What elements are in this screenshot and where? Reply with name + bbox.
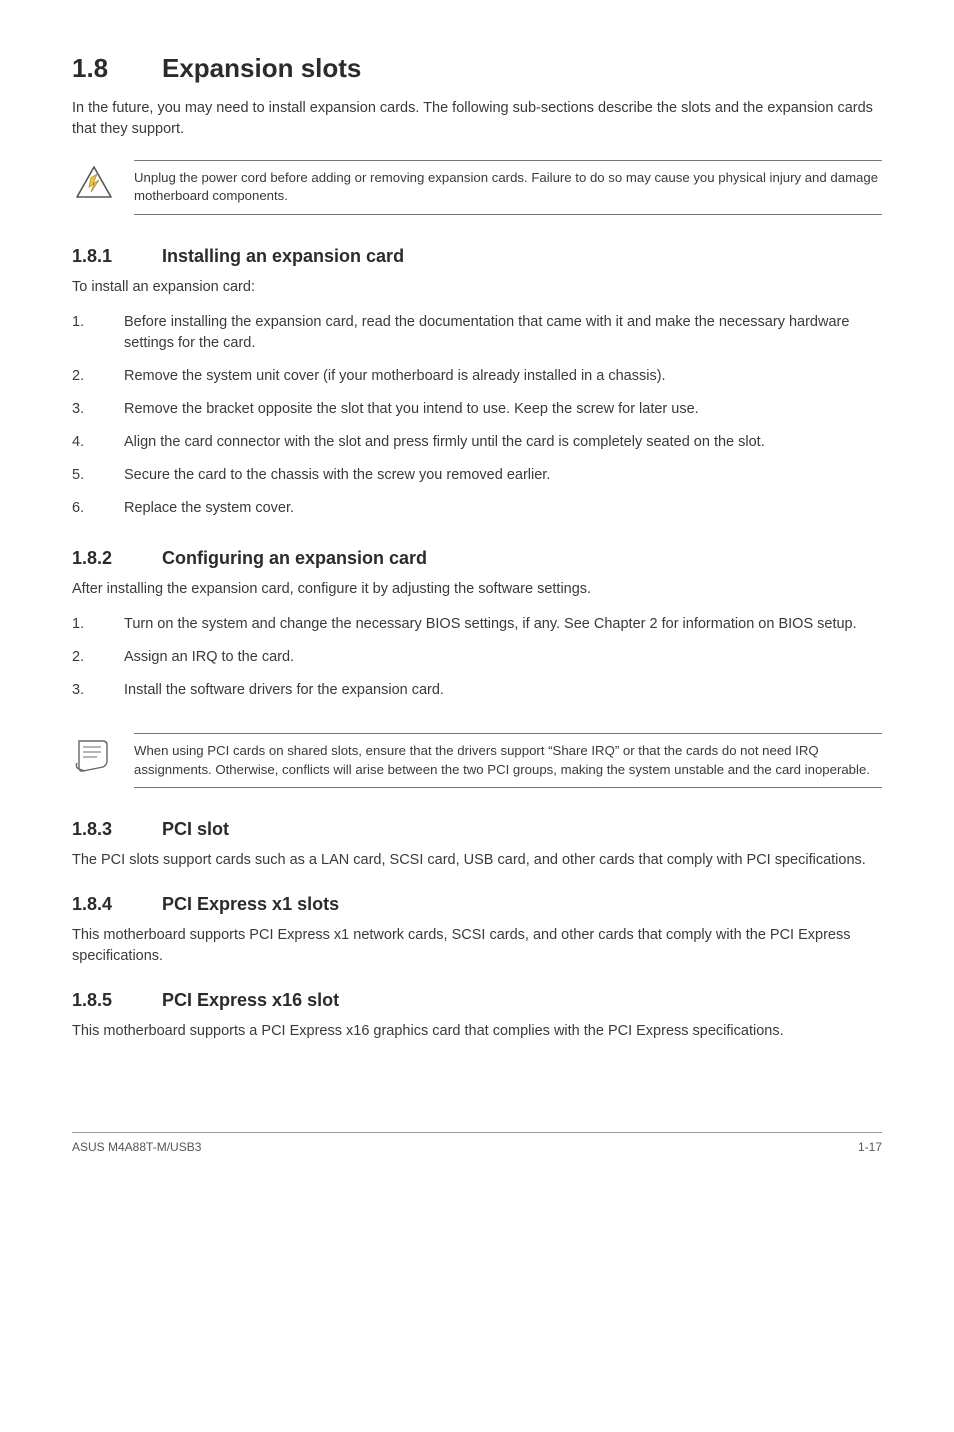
step-number: 2. (72, 647, 100, 668)
subheading-title: PCI Express x16 slot (162, 990, 339, 1010)
subheading: 1.8.1Installing an expansion card (72, 243, 882, 269)
step-text: Turn on the system and change the necess… (124, 614, 882, 635)
warning-text: Unplug the power cord before adding or r… (134, 160, 882, 215)
list-item: 1. Before installing the expansion card, … (72, 306, 882, 360)
list-item: 6. Replace the system cover. (72, 492, 882, 525)
footer-page-number: 1-17 (858, 1139, 882, 1156)
step-text: Secure the card to the chassis with the … (124, 465, 882, 486)
intro-text: In the future, you may need to install e… (72, 98, 882, 140)
subheading: 1.8.2Configuring an expansion card (72, 545, 882, 571)
section-1-8-1: 1.8.1Installing an expansion card To ins… (72, 243, 882, 525)
warning-callout: Unplug the power cord before adding or r… (72, 154, 882, 221)
steps-list: 1. Before installing the expansion card, … (72, 306, 882, 525)
subheading-number: 1.8.1 (72, 243, 162, 269)
list-item: 3. Remove the bracket opposite the slot t… (72, 393, 882, 426)
heading-title: Expansion slots (162, 53, 361, 83)
subheading-number: 1.8.5 (72, 987, 162, 1013)
warning-icon (72, 160, 116, 204)
list-item: 5. Secure the card to the chassis with th… (72, 459, 882, 492)
step-text: Before installing the expansion card, re… (124, 312, 882, 354)
step-number: 4. (72, 432, 100, 453)
step-text: Remove the bracket opposite the slot tha… (124, 399, 882, 420)
footer-product: ASUS M4A88T-M/USB3 (72, 1139, 201, 1156)
step-number: 5. (72, 465, 100, 486)
step-number: 3. (72, 399, 100, 420)
subheading-title: PCI slot (162, 819, 229, 839)
subheading-title: Installing an expansion card (162, 246, 404, 266)
subheading: 1.8.3PCI slot (72, 816, 882, 842)
list-item: 2. Assign an IRQ to the card. (72, 641, 882, 674)
step-text: Remove the system unit cover (if your mo… (124, 366, 882, 387)
body-text: This motherboard supports a PCI Express … (72, 1021, 882, 1042)
note-callout: When using PCI cards on shared slots, en… (72, 727, 882, 794)
note-text: When using PCI cards on shared slots, en… (134, 733, 882, 788)
list-item: 4. Align the card connector with the slot… (72, 426, 882, 459)
subheading: 1.8.5PCI Express x16 slot (72, 987, 882, 1013)
list-item: 3. Install the software drivers for the e… (72, 674, 882, 707)
body-text: The PCI slots support cards such as a LA… (72, 850, 882, 871)
page-footer: ASUS M4A88T-M/USB3 1-17 (72, 1132, 882, 1156)
body-text: This motherboard supports PCI Express x1… (72, 925, 882, 967)
step-number: 1. (72, 614, 100, 635)
section-1-8-4: 1.8.4PCI Express x1 slots This motherboa… (72, 891, 882, 967)
heading-number: 1.8 (72, 50, 162, 88)
section-1-8-5: 1.8.5PCI Express x16 slot This motherboa… (72, 987, 882, 1042)
subheading-title: Configuring an expansion card (162, 548, 427, 568)
lead-text: To install an expansion card: (72, 277, 882, 298)
section-1-8-2: 1.8.2Configuring an expansion card After… (72, 545, 882, 707)
subheading-number: 1.8.3 (72, 816, 162, 842)
subheading-title: PCI Express x1 slots (162, 894, 339, 914)
step-text: Assign an IRQ to the card. (124, 647, 882, 668)
section-1-8-3: 1.8.3PCI slot The PCI slots support card… (72, 816, 882, 871)
step-text: Install the software drivers for the exp… (124, 680, 882, 701)
step-number: 6. (72, 498, 100, 519)
step-text: Replace the system cover. (124, 498, 882, 519)
step-text: Align the card connector with the slot a… (124, 432, 882, 453)
lead-text: After installing the expansion card, con… (72, 579, 882, 600)
step-number: 3. (72, 680, 100, 701)
subheading-number: 1.8.2 (72, 545, 162, 571)
list-item: 1. Turn on the system and change the nece… (72, 608, 882, 641)
subheading: 1.8.4PCI Express x1 slots (72, 891, 882, 917)
note-icon (72, 733, 116, 775)
steps-list: 1. Turn on the system and change the nece… (72, 608, 882, 707)
subheading-number: 1.8.4 (72, 891, 162, 917)
step-number: 2. (72, 366, 100, 387)
section-heading: 1.8Expansion slots (72, 50, 882, 88)
list-item: 2. Remove the system unit cover (if your … (72, 360, 882, 393)
step-number: 1. (72, 312, 100, 354)
